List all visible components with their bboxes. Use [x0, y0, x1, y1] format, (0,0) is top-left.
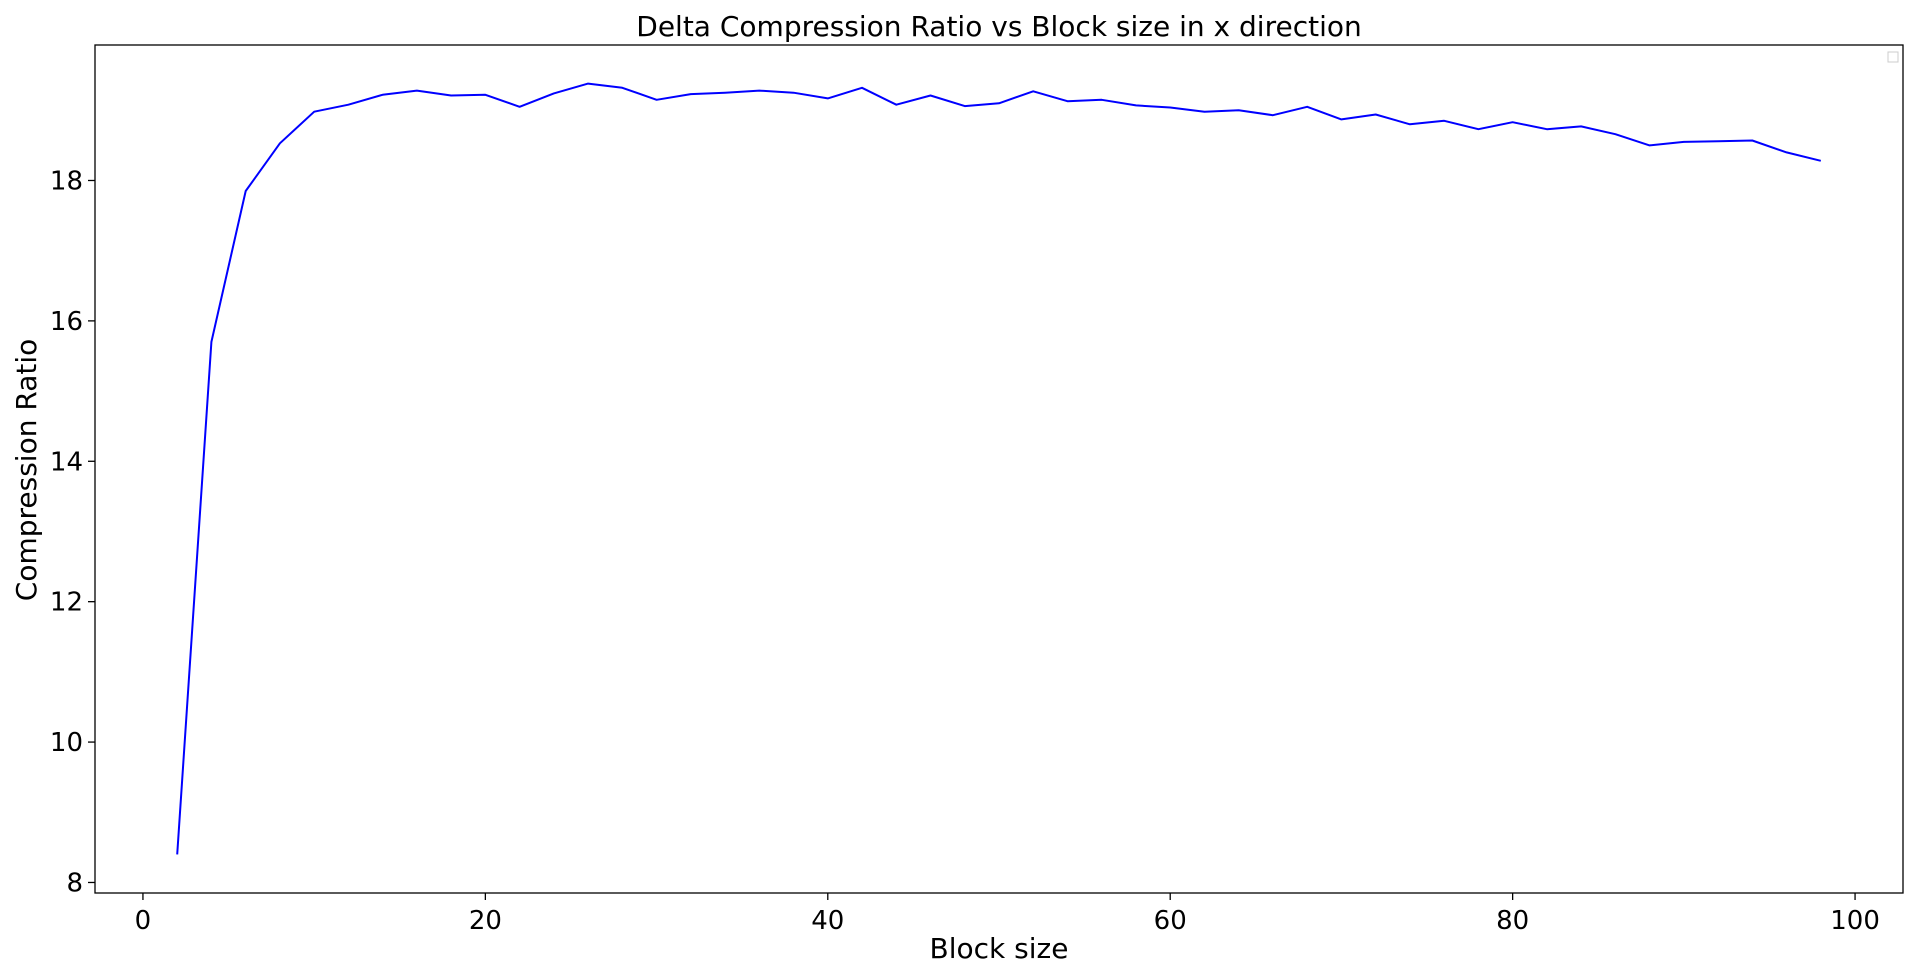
y-tick-label: 16: [50, 307, 83, 337]
legend-box: [1887, 51, 1899, 63]
y-tick-label: 8: [66, 868, 83, 898]
y-tick-label: 18: [50, 166, 83, 196]
y-axis-title: Compression Ratio: [10, 339, 43, 601]
x-tick-label: 0: [135, 906, 152, 936]
x-axis-title: Block size: [930, 932, 1069, 965]
y-axis: 8 10 12 14 16 18: [50, 166, 95, 898]
x-tick-label: 20: [469, 906, 502, 936]
y-tick-label: 12: [50, 588, 83, 618]
x-axis: 0 20 40 60 80 100: [135, 893, 1880, 936]
y-tick-label: 10: [50, 728, 83, 758]
x-tick-label: 60: [1154, 906, 1187, 936]
y-tick-label: 14: [50, 447, 83, 477]
plot-area: [176, 82, 1822, 855]
x-tick-label: 40: [811, 906, 844, 936]
chart-title: Delta Compression Ratio vs Block size in…: [636, 10, 1361, 43]
x-tick-label: 100: [1830, 906, 1880, 936]
plot-frame: [94, 44, 1904, 894]
x-tick-label: 80: [1496, 906, 1529, 936]
series-line-0: [176, 82, 1822, 855]
